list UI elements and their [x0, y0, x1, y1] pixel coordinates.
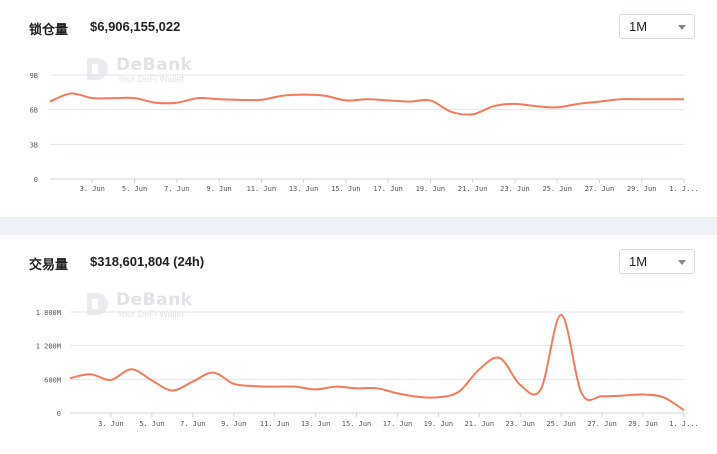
watermark-name: DeBank [116, 55, 193, 75]
volume-panel: 交易量 $318,601,804 (24h) 1M DeBank Your De… [0, 235, 717, 454]
x-tick-label: 13. Jun [289, 185, 319, 193]
x-tick-label: 19. Jun [424, 420, 454, 428]
volume-period-select[interactable]: 1M [619, 249, 695, 274]
x-tick-label: 25. Jun [546, 420, 576, 428]
x-tick-label: 27. Jun [585, 185, 615, 193]
x-tick-label: 13. Jun [301, 420, 331, 428]
x-tick-label: 3. Jun [80, 185, 105, 193]
y-tick-label: 3B [30, 141, 38, 149]
x-tick-label: 1. J... [669, 185, 699, 193]
tvl-period-select[interactable]: 1M [619, 14, 695, 39]
y-tick-label: 6B [30, 107, 38, 115]
debank-logo-icon [87, 293, 108, 315]
volume-period-value: 1M [629, 254, 648, 269]
x-tick-label: 11. Jun [247, 185, 277, 193]
series-line [69, 313, 685, 412]
x-tick-label: 29. Jun [627, 185, 657, 193]
volume-value: $318,601,804 (24h) [90, 254, 205, 269]
x-tick-label: 15. Jun [331, 185, 361, 193]
x-tick-label: 7. Jun [180, 420, 205, 428]
x-tick-label: 25. Jun [542, 185, 572, 193]
watermark-name: DeBank [116, 290, 193, 310]
series-line [49, 92, 684, 116]
tvl-period-value: 1M [629, 19, 648, 34]
chevron-down-icon [678, 260, 686, 265]
watermark-tagline: Your DeFi Wallet [117, 309, 184, 319]
y-tick-label: 1 800M [36, 309, 61, 317]
x-tick-label: 9. Jun [206, 185, 231, 193]
x-tick-label: 3. Jun [98, 420, 123, 428]
tvl-panel: 锁仓量 $6,906,155,022 1M DeBank Your DeFi W… [0, 0, 717, 217]
x-tick-label: 17. Jun [383, 420, 413, 428]
x-tick-label: 5. Jun [139, 420, 164, 428]
y-tick-label: 600M [44, 376, 61, 384]
x-tick-label: 23. Jun [500, 185, 530, 193]
x-tick-label: 7. Jun [164, 185, 189, 193]
watermark-tagline: Your DeFi Wallet [117, 74, 184, 84]
x-tick-label: 11. Jun [260, 420, 290, 428]
x-tick-label: 9. Jun [221, 420, 246, 428]
tvl-chart: 0 3B 6B 9B 3. Jun 5. Jun 7. Jun 9. Jun 11. Jun 13… [30, 72, 699, 193]
y-tick-label: 1 200M [36, 343, 61, 351]
tvl-value: $6,906,155,022 [90, 19, 181, 34]
y-tick-label: 0 [34, 176, 38, 184]
chevron-down-icon [678, 25, 686, 30]
x-tick-label: 21. Jun [458, 185, 488, 193]
debank-watermark: DeBank Your DeFi Wallet [83, 290, 203, 322]
x-tick-label: 17. Jun [373, 185, 403, 193]
x-tick-label: 1. J... [669, 420, 699, 428]
x-tick-label: 27. Jun [587, 420, 617, 428]
x-tick-label: 15. Jun [342, 420, 372, 428]
x-tick-label: 29. Jun [628, 420, 658, 428]
x-tick-label: 21. Jun [465, 420, 495, 428]
volume-label: 交易量 [29, 257, 69, 272]
x-tick-label: 5. Jun [122, 185, 147, 193]
volume-chart: 0 600M 1 200M 1 800M 3. Jun 5. Jun 7. Jun 9. Ju… [36, 309, 699, 428]
x-tick-label: 23. Jun [506, 420, 536, 428]
x-tick-label: 19. Jun [416, 185, 446, 193]
y-tick-label: 9B [30, 72, 38, 80]
y-tick-label: 0 [57, 410, 61, 418]
tvl-label: 锁仓量 [29, 22, 69, 37]
